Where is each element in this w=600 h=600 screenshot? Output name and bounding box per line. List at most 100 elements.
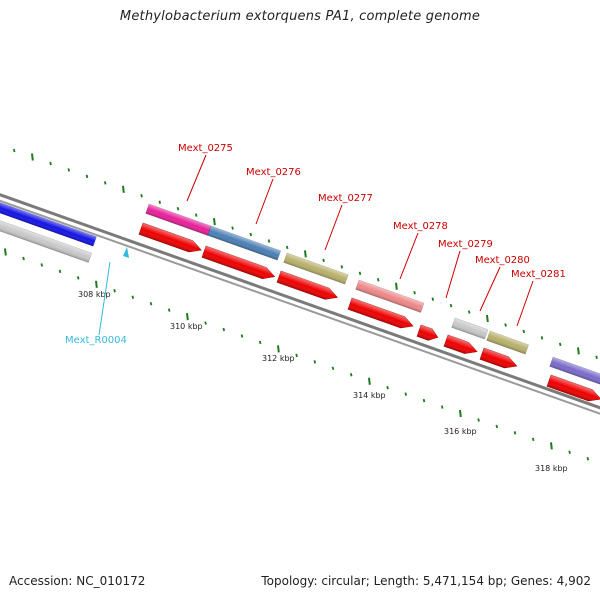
outer-tick-minor (449, 303, 453, 308)
outer-tick-minor (85, 174, 89, 179)
cds-arrow (416, 324, 439, 341)
cds-arrow (479, 347, 518, 369)
outer-tick-major (31, 153, 34, 161)
outer-tick-major (577, 347, 580, 355)
gene-mext-0277 (283, 252, 349, 285)
outer-tick-minor (231, 226, 234, 230)
inner-tick-minor (149, 301, 153, 306)
inner-tick-minor (440, 405, 444, 409)
gene-mext-0280 (486, 330, 529, 355)
cds-arrow-shade (201, 246, 275, 279)
gene-label-leader (255, 178, 274, 225)
inner-tick-minor (240, 334, 244, 338)
inner-tick-major (368, 377, 371, 385)
outer-tick-minor (322, 258, 325, 263)
inner-tick-major (550, 442, 553, 450)
inner-tick-minor (313, 360, 317, 364)
rna-marker (123, 247, 129, 258)
gene-mext-0277-shade (283, 253, 349, 285)
outer-tick-minor (376, 278, 380, 282)
backbone-line-inner (0, 199, 600, 415)
ruler-ticks (4, 148, 598, 461)
inner-tick-minor (204, 321, 207, 325)
cds-arrow (138, 222, 202, 253)
gene-label: Mext_0281 (511, 269, 566, 280)
gene-label-leader (479, 266, 501, 312)
outer-tick-major (213, 217, 216, 226)
cds-arrow-shade (347, 298, 414, 329)
ruler-tick-label: 314 kbp (353, 391, 386, 400)
gene-mext-0278-shade (355, 280, 425, 313)
gene-label-leader (399, 232, 419, 280)
inner-tick-minor (167, 308, 171, 312)
outer-tick-major (304, 250, 307, 258)
outer-tick-minor (340, 265, 344, 269)
inner-tick-minor (22, 256, 25, 261)
cds-arrow-shade (443, 335, 478, 354)
cds-arrow (443, 334, 478, 354)
inner-tick-minor (258, 340, 262, 345)
map-title: Methylobacterium extorquens PA1, complet… (119, 9, 481, 24)
gene-mext-0281-shade (549, 357, 600, 387)
inner-tick-minor (40, 263, 44, 267)
gene-label: Mext_0279 (438, 239, 493, 250)
inner-tick-minor (295, 353, 298, 358)
outer-tick-minor (358, 271, 362, 276)
inner-tick-minor (404, 392, 408, 396)
gene-mext-0279 (451, 317, 489, 340)
outer-tick-minor (540, 336, 544, 340)
outer-tick-minor (140, 194, 143, 198)
inner-tick-major (186, 312, 189, 321)
inner-tick-minor (495, 424, 499, 429)
gene-label: Mext_0277 (318, 193, 373, 204)
outer-tick-minor (467, 310, 471, 314)
inner-tick-minor (131, 295, 135, 299)
cds-arrow-shade (479, 348, 517, 369)
inner-tick-minor (568, 450, 571, 455)
inner-tick-minor (386, 385, 389, 390)
outer-tick-minor (595, 355, 598, 360)
outer-tick-minor (504, 323, 507, 327)
inner-tick-minor (349, 373, 353, 377)
rna-label: Mext_R0004 (65, 335, 127, 346)
inner-tick-major (95, 280, 98, 288)
outer-tick-minor (12, 148, 16, 153)
inner-tick-minor (586, 457, 590, 461)
gene-mext-0276-shade (207, 226, 281, 261)
cds-arrow (347, 297, 414, 329)
backbone (0, 193, 600, 415)
inner-tick-minor (422, 398, 426, 403)
gene-label-leader (186, 154, 207, 202)
ruler-tick-label: 318 kbp (535, 464, 568, 473)
inner-tick-minor (531, 437, 535, 442)
inner-tick-minor (222, 327, 226, 332)
gene-mext-0276 (207, 225, 282, 261)
outer-tick-minor (103, 181, 107, 185)
outer-tick-minor (158, 200, 162, 204)
outer-tick-minor (522, 329, 526, 334)
outer-tick-minor (431, 297, 435, 301)
ruler-tick-label: 312 kbp (262, 354, 295, 363)
gene-mext-0275-shade (145, 204, 212, 236)
outer-tick-major (395, 282, 398, 290)
outer-tick-minor (49, 161, 52, 166)
cds-arrow (276, 270, 338, 300)
inner-tick-minor (331, 366, 335, 371)
feature-track (0, 198, 600, 402)
inner-tick-major (4, 248, 7, 256)
topology-label: Topology: circular; Length: 5,471,154 bp… (261, 574, 591, 588)
accession-label: Accession: NC_010172 (9, 574, 146, 588)
gene-label-leader (445, 250, 461, 299)
inner-tick-minor (113, 289, 116, 293)
gene-mext-0280-shade (486, 331, 529, 355)
gene-mext-0278 (355, 279, 425, 313)
outer-tick-major (486, 314, 489, 323)
outer-tick-minor (267, 239, 271, 243)
inner-tick-minor (477, 418, 480, 422)
inner-tick-major (277, 345, 280, 353)
outer-tick-minor (67, 168, 71, 172)
cds-arrow-shade (546, 375, 600, 402)
cds-arrow (201, 245, 276, 279)
ruler-tick-label: 310 kbp (170, 322, 203, 331)
